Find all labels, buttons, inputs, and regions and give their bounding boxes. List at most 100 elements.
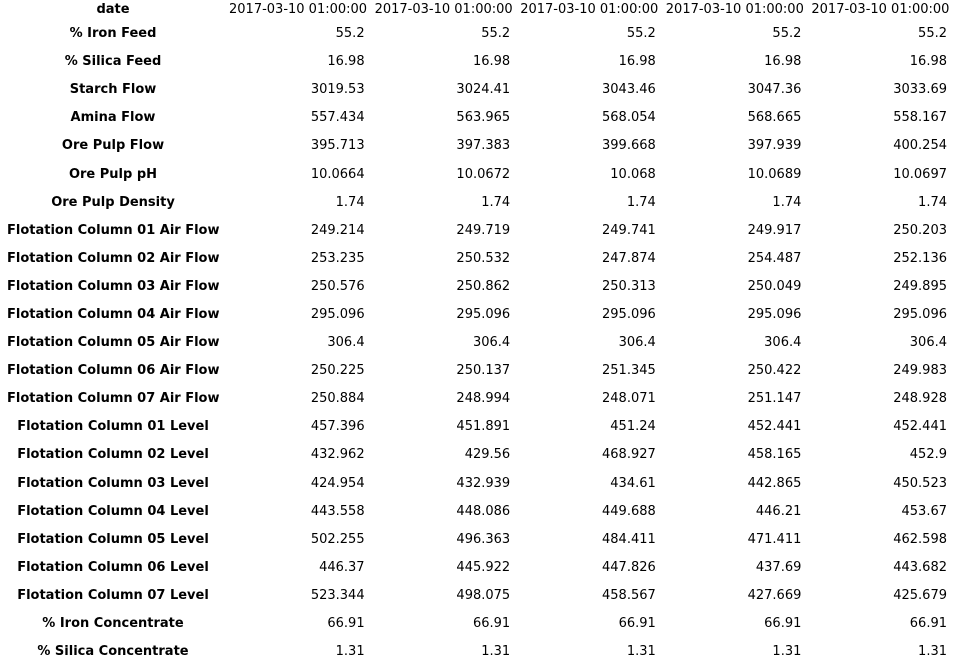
table-cell: 397.939 — [747, 138, 802, 154]
table-cell: 3033.69 — [893, 82, 947, 98]
table-cell: 250.576 — [310, 278, 365, 294]
row-label: Flotation Column 04 Level — [17, 503, 209, 519]
table-cell: 16.98 — [764, 54, 802, 70]
row-label: % Iron Concentrate — [42, 616, 184, 632]
table-cell: 451.24 — [610, 419, 656, 435]
table-cell: 16.98 — [472, 54, 511, 70]
table-cell: 568.054 — [602, 110, 656, 126]
table-cell: 523.344 — [310, 587, 365, 603]
table-cell: 247.874 — [602, 250, 656, 266]
table-cell: 1.31 — [918, 644, 947, 660]
table-cell: 498.075 — [456, 587, 511, 603]
row-label: Flotation Column 01 Level — [17, 419, 209, 435]
row-label: Flotation Column 05 Air Flow — [7, 335, 220, 351]
row-label: Flotation Column 01 Air Flow — [7, 222, 220, 238]
table-row: Ore Pulp pH 10.0664 10.0672 10.068 10.0689 10… — [2, 160, 952, 188]
table-cell: 250.137 — [456, 363, 511, 379]
table-cell: 484.411 — [602, 531, 656, 547]
table-cell: 55.2 — [481, 26, 511, 42]
table-row: Flotation Column 05 Level 502.255 496.363 4… — [2, 526, 952, 554]
column-header: 2017-03-10 01:00:00 — [665, 2, 804, 17]
table-cell: 295.096 — [456, 306, 511, 322]
table-cell: 10.0664 — [310, 166, 365, 182]
table-cell: 446.21 — [755, 503, 802, 519]
table-cell: 252.136 — [893, 250, 947, 266]
table-row: % Iron Feed 55.2 55.2 55.2 55.2 55.2 — [2, 20, 952, 48]
table-cell: 1.74 — [626, 194, 656, 210]
table-cell: 453.67 — [901, 503, 948, 519]
table-row: Flotation Column 06 Air Flow 250.225 250.1… — [2, 357, 952, 385]
table-cell: 434.61 — [610, 475, 656, 491]
table-cell: 55.2 — [918, 26, 947, 42]
table-row: % Silica Feed 16.98 16.98 16.98 16.98 16.98 — [2, 48, 952, 76]
table-cell: 295.096 — [747, 306, 802, 322]
table-cell: 452.441 — [747, 419, 802, 435]
table-cell: 397.383 — [456, 138, 511, 154]
table-cell: 253.235 — [310, 250, 365, 266]
row-label: Ore Pulp Density — [51, 194, 175, 210]
table-cell: 446.37 — [319, 559, 365, 575]
table-cell: 462.598 — [893, 531, 947, 547]
row-label: Ore Pulp pH — [68, 166, 158, 182]
row-label: % Silica Concentrate — [37, 644, 189, 660]
row-label: % Silica Feed — [64, 54, 162, 70]
row-label: Flotation Column 06 Air Flow — [7, 363, 220, 379]
table-cell: 10.0689 — [747, 166, 802, 182]
table-cell: 425.679 — [893, 587, 947, 603]
table-cell: 250.313 — [602, 278, 656, 294]
table-cell: 471.411 — [747, 531, 802, 547]
table-cell: 557.434 — [310, 110, 365, 126]
table-row: Flotation Column 06 Level 446.37 445.922 44… — [2, 554, 952, 582]
table-cell: 437.69 — [755, 559, 802, 575]
table-cell: 3024.41 — [456, 82, 511, 98]
row-label: Flotation Column 07 Air Flow — [7, 391, 220, 407]
table-cell: 395.713 — [310, 138, 365, 154]
table-cell: 66.91 — [909, 616, 947, 632]
table-cell: 1.31 — [626, 644, 656, 660]
table-cell: 502.255 — [310, 531, 365, 547]
table-row: Starch Flow 3019.53 3024.41 3043.46 3047.36 3… — [2, 76, 952, 104]
table-row: % Silica Concentrate 1.31 1.31 1.31 1.31 1.31 — [2, 638, 952, 666]
table-cell: 452.9 — [909, 447, 947, 463]
table-cell: 452.441 — [893, 419, 947, 435]
row-label: Flotation Column 03 Level — [17, 475, 209, 491]
table-cell: 66.91 — [327, 616, 365, 632]
table-cell: 16.98 — [909, 54, 947, 70]
table-cell: 450.523 — [893, 475, 947, 491]
table-cell: 10.0672 — [456, 166, 511, 182]
table-cell: 1.31 — [335, 644, 365, 660]
column-header: 2017-03-10 01:00:00 — [811, 2, 950, 17]
row-label: % Iron Feed — [69, 26, 157, 42]
column-header: 2017-03-10 01:00:00 — [374, 2, 513, 17]
table-cell: 55.2 — [626, 26, 656, 42]
table-cell: 55.2 — [335, 26, 365, 42]
table-row: Flotation Column 05 Air Flow 306.4 306.4 30… — [2, 329, 952, 357]
table-cell: 3047.36 — [747, 82, 802, 98]
table-cell: 448.086 — [456, 503, 511, 519]
table-cell: 1.31 — [772, 644, 802, 660]
row-label: Ore Pulp Flow — [61, 138, 165, 154]
table-cell: 458.567 — [602, 587, 656, 603]
table-cell: 306.4 — [472, 335, 511, 351]
table-cell: 248.928 — [893, 391, 947, 407]
table-cell: 1.74 — [772, 194, 802, 210]
table-row: Flotation Column 07 Air Flow 250.884 248.9… — [2, 385, 952, 413]
table-cell: 249.214 — [310, 222, 365, 238]
table-cell: 568.665 — [747, 110, 802, 126]
table-cell: 251.345 — [602, 363, 656, 379]
table-row: Flotation Column 02 Air Flow 253.235 250.5… — [2, 245, 952, 273]
table-cell: 66.91 — [618, 616, 656, 632]
table-row: Flotation Column 01 Level 457.396 451.891 4… — [2, 413, 952, 441]
table-row: Flotation Column 03 Level 424.954 432.939 4… — [2, 470, 952, 498]
table-cell: 458.165 — [747, 447, 802, 463]
table-cell: 1.31 — [481, 644, 511, 660]
table-cell: 250.225 — [310, 363, 365, 379]
table-cell: 16.98 — [327, 54, 365, 70]
table-cell: 443.558 — [310, 503, 365, 519]
table-cell: 250.422 — [747, 363, 802, 379]
table-row: Flotation Column 04 Level 443.558 448.086 4… — [2, 498, 952, 526]
table-cell: 250.862 — [456, 278, 511, 294]
row-label: Starch Flow — [69, 82, 157, 98]
table-cell: 306.4 — [764, 335, 802, 351]
